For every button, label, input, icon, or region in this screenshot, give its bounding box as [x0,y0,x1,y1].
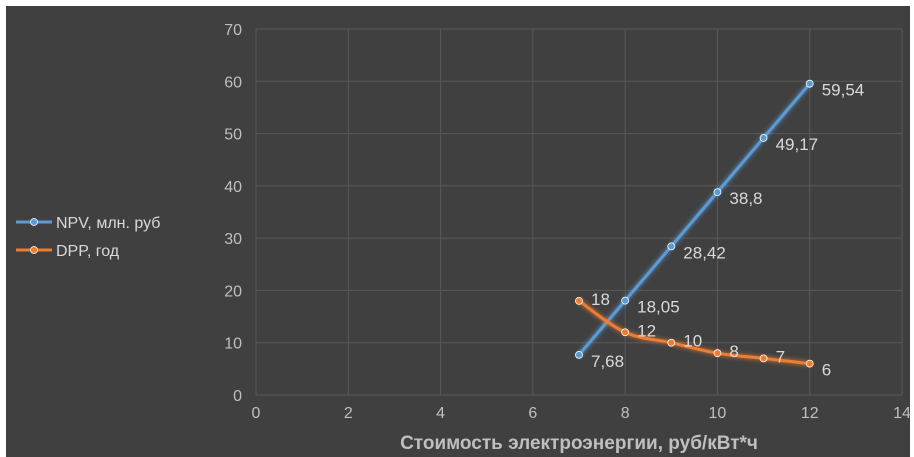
data-label-dpp: 8 [729,342,738,361]
series-line-dpp [577,299,812,366]
data-label-dpp: 7 [776,347,785,366]
series-layer [575,79,814,368]
data-point-dpp [575,296,583,305]
series-line-npv [577,82,812,357]
y-tick-label: 50 [224,127,242,144]
data-label-npv: 28,42 [683,243,726,262]
legend-marker-dpp [30,246,38,254]
y-tick-label: 10 [224,336,242,353]
x-tick-label: 4 [436,405,445,422]
data-point-npv [621,296,630,305]
data-point-dpp [805,359,814,368]
legend: NPV, млн. руб DPP, год [16,215,160,260]
data-point-dpp [713,349,722,358]
data-label-npv: 38,8 [729,189,762,208]
x-axis-title: Стоимость электроэнергии, руб/кВт*ч [400,433,758,454]
y-tick-label: 40 [224,179,242,196]
data-label-dpp: 12 [637,321,656,340]
x-tick-label: 12 [801,405,819,422]
x-tick-label: 14 [893,405,910,422]
y-tick-label: 0 [233,388,242,405]
grid [255,28,903,396]
x-tick-label: 2 [344,405,353,422]
data-point-npv [759,134,768,142]
data-label-dpp: 10 [683,332,702,351]
y-tick-label: 30 [224,231,242,248]
legend-label-npv: NPV, млн. руб [56,215,160,232]
x-tick-label: 8 [621,405,630,422]
tick-labels: 0 10 20 30 40 50 60 70 0 2 4 6 8 10 12 14 [224,22,910,422]
x-tick-label: 6 [528,405,537,422]
data-point-npv [667,242,676,251]
y-tick-label: 70 [224,22,242,39]
data-label-dpp: 18 [591,290,610,309]
data-point-npv [575,350,583,359]
data-point-dpp [759,354,768,363]
chart-area: 0 10 20 30 40 50 60 70 0 2 4 6 8 10 12 14 7,68 18,05 28,4… [6,6,910,457]
data-label-npv: 7,68 [591,352,624,371]
data-label-npv: 59,54 [822,81,865,100]
data-label-dpp: 6 [822,361,831,380]
x-tick-label: 10 [709,405,727,422]
y-tick-label: 60 [224,74,242,91]
data-labels: 7,68 18,05 28,42 38,8 49,17 59,54 18 12 10 8 7 6 [591,81,864,380]
chart: 0 10 20 30 40 50 60 70 0 2 4 6 8 10 12 14 7,68 18,05 28,4… [16,22,910,454]
legend-marker-npv [30,218,38,226]
data-label-npv: 18,05 [637,298,680,317]
legend-label-dpp: DPP, год [56,243,120,260]
y-tick-label: 20 [224,283,242,300]
data-point-dpp [621,328,630,337]
data-point-npv [713,188,722,197]
data-point-dpp [667,338,676,347]
data-point-npv [805,79,814,88]
data-label-npv: 49,17 [776,135,819,154]
x-tick-label: 0 [252,405,261,422]
